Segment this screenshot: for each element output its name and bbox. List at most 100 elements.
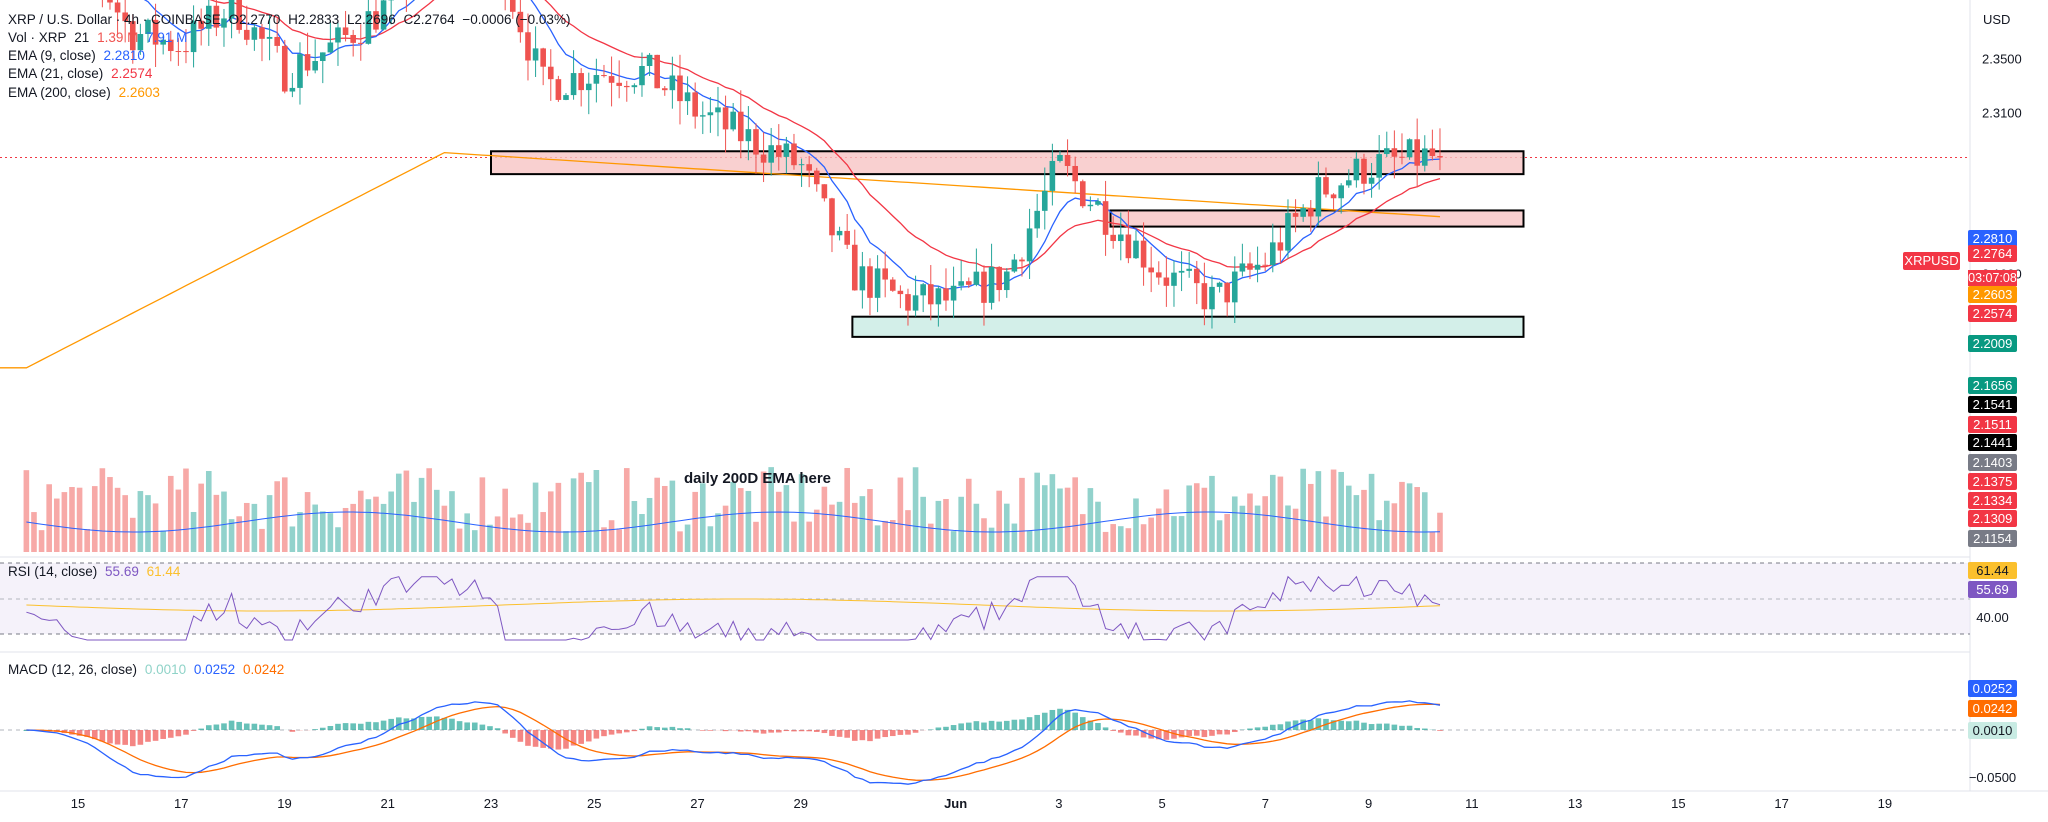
macd-signal-line	[26, 703, 1441, 781]
candle-body	[905, 294, 911, 311]
candle-body	[768, 145, 774, 163]
volume-bar	[1201, 487, 1208, 552]
macd-hist-bar	[357, 723, 364, 730]
volume-bar	[950, 531, 957, 552]
legend-title: XRP / U.S. Dollar · 4h · COINBASE	[8, 12, 221, 27]
price-axis-label: 2.2603	[1968, 286, 2017, 303]
candle-body	[213, 5, 220, 28]
volume-bar	[289, 526, 296, 552]
volume-bar	[525, 522, 531, 552]
macd-hist-bar	[464, 722, 470, 730]
macd-hist-bar	[585, 730, 592, 742]
price-axis-label: 2.1656	[1968, 377, 2017, 394]
volume-bar	[494, 516, 501, 552]
macd-hist-bar	[1201, 730, 1208, 738]
volume-bar	[563, 531, 569, 552]
volume-label: Vol · XRP	[8, 30, 67, 45]
candle-body	[1285, 213, 1291, 251]
candle-body	[198, 20, 204, 29]
volume-bar	[251, 503, 258, 552]
macd-hist-bar	[616, 730, 622, 734]
macd-hist-bar	[1209, 730, 1215, 736]
volume-bar	[844, 467, 850, 552]
volume-bar	[988, 527, 995, 552]
volume-bar	[943, 498, 949, 552]
macd-hist-bar	[532, 730, 539, 747]
candle-body	[1307, 208, 1314, 217]
macd-hist-bar	[1224, 730, 1230, 735]
macd-hist-bar	[1178, 730, 1185, 738]
volume-bar	[1285, 505, 1291, 552]
candle-body	[661, 88, 668, 91]
macd-hist-bar	[1163, 730, 1170, 740]
candle-body	[183, 51, 189, 53]
price-axis-label: 2.2810	[1968, 230, 2017, 247]
macd-hist-bar	[251, 723, 258, 730]
candle-body	[1421, 148, 1428, 166]
volume-bar	[1383, 500, 1390, 552]
volume-bar	[1247, 493, 1253, 552]
candle-body	[380, 0, 387, 30]
macd-hist-bar	[775, 730, 782, 733]
rsi-axis-label: 61.44	[1968, 562, 2017, 579]
time-tick-label: 15	[71, 796, 85, 811]
macd-value: 0.0252	[193, 662, 236, 677]
macd-hist-bar	[1133, 730, 1139, 736]
macd-hist-bar	[623, 730, 630, 733]
volume-bar	[183, 468, 189, 552]
candle-body	[342, 27, 349, 35]
candle-body	[167, 39, 174, 52]
candle-body	[578, 73, 584, 91]
candle-body	[1155, 272, 1162, 278]
volume-bar	[981, 518, 987, 552]
candle-body	[844, 230, 850, 245]
volume-bar	[905, 510, 911, 552]
candle-body	[373, 11, 379, 30]
candle-body	[1368, 177, 1375, 184]
volume-bar	[745, 490, 752, 552]
candle-body	[1345, 180, 1352, 186]
volume-bar	[707, 526, 714, 552]
rsi-label: RSI (14, close)	[8, 564, 98, 579]
volume-bar	[205, 471, 212, 552]
volume-bar	[1163, 489, 1170, 552]
macd-hist-bar	[342, 723, 349, 730]
volume-bar	[175, 489, 182, 552]
macd-hist-bar	[570, 730, 577, 746]
volume-bar	[38, 530, 45, 552]
macd-hist-bar	[243, 723, 250, 730]
macd-hist-bar	[601, 730, 607, 737]
volume-bar	[167, 475, 174, 552]
volume-bar	[380, 503, 387, 552]
volume-bar	[342, 507, 349, 552]
macd-hist-bar	[806, 730, 812, 732]
macd-hist-bar	[1383, 723, 1390, 730]
currency-label[interactable]: USD	[1983, 12, 2011, 27]
price-axis-label: 2.2764	[1968, 245, 2017, 262]
candle-body	[798, 164, 805, 166]
volume-bar	[730, 481, 736, 552]
volume-bar	[996, 490, 1002, 552]
change-value: −0.0006 (−0.03%)	[462, 12, 571, 27]
macd-hist-bar	[547, 730, 554, 749]
rsi-axis-label: 40.00	[1976, 610, 2009, 625]
macd-hist-bar	[677, 728, 683, 730]
macd-hist-bar	[791, 730, 797, 732]
macd-hist-bar	[699, 730, 706, 731]
volume-bar	[1330, 469, 1337, 552]
rsi-line	[26, 575, 1441, 642]
volume-bar	[31, 512, 37, 552]
volume-bar	[851, 502, 858, 552]
macd-hist-bar	[1049, 709, 1056, 730]
volume-bar	[1437, 512, 1443, 552]
ema9-label: EMA (9, close)	[8, 48, 96, 63]
candle-body	[730, 111, 736, 130]
macd-hist-bar	[707, 730, 714, 731]
volume-bar	[471, 530, 478, 552]
macd-hist-bar	[1338, 720, 1344, 730]
macd-hist-bar	[494, 728, 501, 730]
macd-hist-bar	[509, 730, 516, 738]
rsi-legend: RSI (14, close) 55.69 61.44	[8, 563, 184, 581]
macd-hist-bar	[487, 726, 493, 730]
